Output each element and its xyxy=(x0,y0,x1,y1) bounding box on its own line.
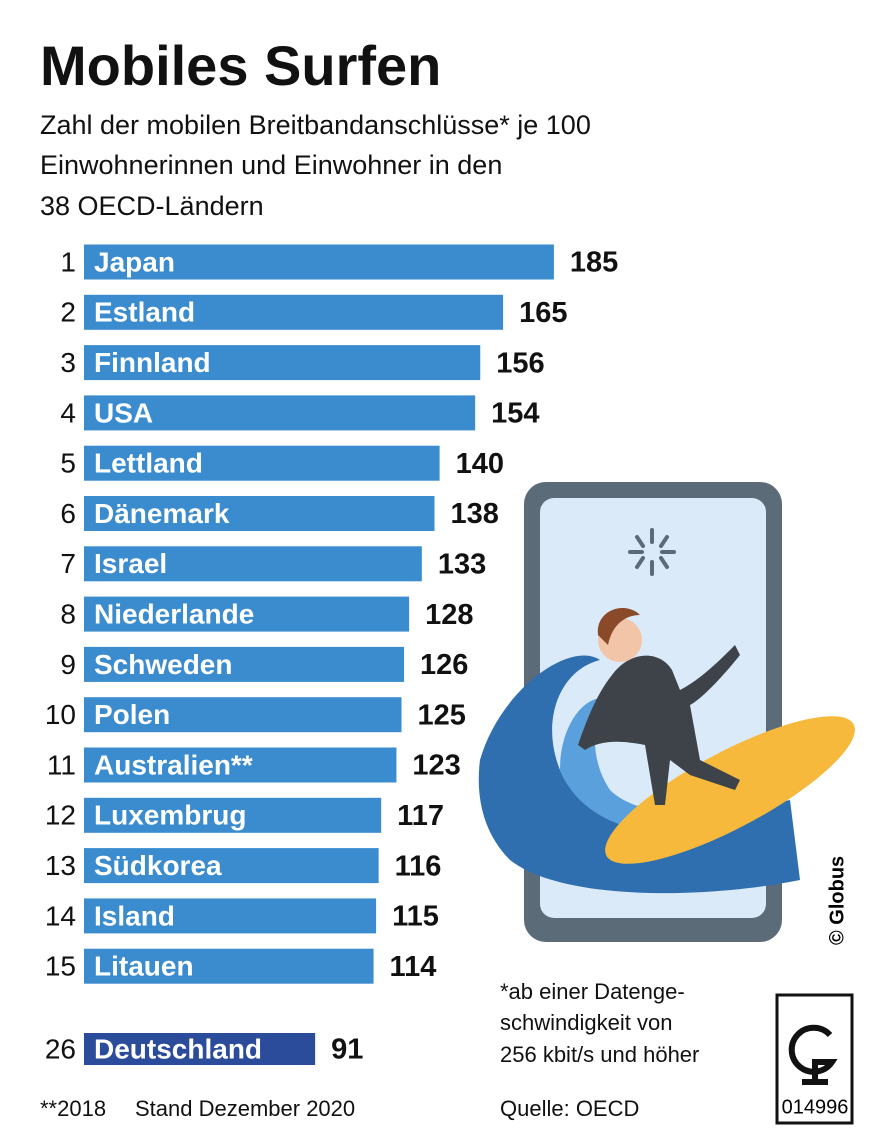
category-label: Lettland xyxy=(94,448,203,479)
subtitle: Einwohnerinnen und Einwohner in den xyxy=(40,150,502,180)
value-label: 126 xyxy=(420,649,468,681)
category-label: USA xyxy=(94,397,153,428)
rank: 15 xyxy=(45,951,76,982)
subtitle: 38 OECD-Ländern xyxy=(40,191,264,221)
rank: 7 xyxy=(60,548,76,579)
rank: 5 xyxy=(60,448,76,479)
rank: 12 xyxy=(45,800,76,831)
bar xyxy=(84,848,379,884)
footnote: schwindigkeit von xyxy=(500,1010,672,1035)
category-label: Niederlande xyxy=(94,598,254,629)
rank: 10 xyxy=(45,699,76,730)
category-label: Polen xyxy=(94,699,170,730)
value-label: 116 xyxy=(395,850,442,882)
category-label: Luxembrug xyxy=(94,800,246,831)
rank: 1 xyxy=(60,246,76,277)
value-label: 128 xyxy=(425,599,473,631)
category-label: Island xyxy=(94,900,175,931)
value-label: 154 xyxy=(491,398,539,430)
bar xyxy=(84,797,382,833)
value-label: 185 xyxy=(570,247,618,279)
bar xyxy=(84,898,377,934)
bar xyxy=(84,697,402,733)
rank: 6 xyxy=(60,498,76,529)
value-label: 165 xyxy=(519,297,567,329)
category-label: Litauen xyxy=(94,951,194,982)
bar xyxy=(84,546,422,582)
value-label: 133 xyxy=(438,548,486,580)
footnote: *ab einer Datenge- xyxy=(500,979,685,1004)
bar xyxy=(84,244,554,280)
bar xyxy=(84,646,405,682)
value-label: 123 xyxy=(412,750,460,782)
chart-title: Mobiles Surfen xyxy=(40,34,441,97)
category-label: Israel xyxy=(94,548,167,579)
rank: 8 xyxy=(60,598,76,629)
bar xyxy=(84,345,481,381)
category-label: Deutschland xyxy=(94,1033,262,1064)
bar xyxy=(84,596,410,632)
logo xyxy=(775,993,854,1125)
bar xyxy=(84,294,504,330)
rank: 9 xyxy=(60,649,76,680)
credit: © Globus xyxy=(826,856,848,945)
rank: 2 xyxy=(60,297,76,328)
category-label: Australien** xyxy=(94,749,253,780)
bar xyxy=(84,948,374,984)
bar xyxy=(84,747,397,783)
rank: 11 xyxy=(47,749,76,780)
rank: 26 xyxy=(45,1033,76,1064)
rank: 4 xyxy=(60,397,76,428)
category-label: Finnland xyxy=(94,347,211,378)
rank: 13 xyxy=(45,850,76,881)
value-label: 115 xyxy=(392,901,439,933)
category-label: Estland xyxy=(94,297,195,328)
illustration xyxy=(478,482,855,942)
rank: 14 xyxy=(45,900,76,931)
category-label: Dänemark xyxy=(94,498,230,529)
bar xyxy=(84,1033,316,1065)
footnote: 256 kbit/s und höher xyxy=(500,1042,699,1067)
logo-code: 014996 xyxy=(782,1096,849,1118)
value-label: 140 xyxy=(456,448,504,480)
value-label: 114 xyxy=(390,951,437,983)
category-label: Schweden xyxy=(94,649,232,680)
subtitle: Zahl der mobilen Breitbandanschlüsse* je… xyxy=(40,110,591,140)
note: **2018 xyxy=(40,1096,106,1121)
category-label: Japan xyxy=(94,246,175,277)
value-label: 125 xyxy=(418,699,466,731)
value-label: 91 xyxy=(331,1034,363,1066)
bar xyxy=(84,445,440,481)
value-label: 156 xyxy=(496,347,544,379)
source: Quelle: OECD xyxy=(500,1096,639,1121)
bar xyxy=(84,395,476,431)
bar xyxy=(84,496,435,531)
rank: 3 xyxy=(60,347,76,378)
value-label: 117 xyxy=(397,800,444,832)
note: Stand Dezember 2020 xyxy=(135,1096,355,1121)
category-label: Südkorea xyxy=(94,850,222,881)
value-label: 138 xyxy=(451,498,499,530)
